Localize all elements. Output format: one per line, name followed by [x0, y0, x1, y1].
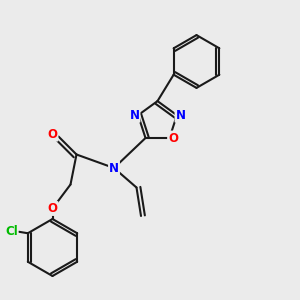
Text: N: N [176, 109, 185, 122]
Text: O: O [47, 202, 58, 215]
Text: O: O [47, 128, 58, 141]
Text: N: N [109, 161, 119, 175]
Text: N: N [130, 109, 140, 122]
Text: Cl: Cl [5, 225, 18, 238]
Text: O: O [168, 131, 178, 145]
